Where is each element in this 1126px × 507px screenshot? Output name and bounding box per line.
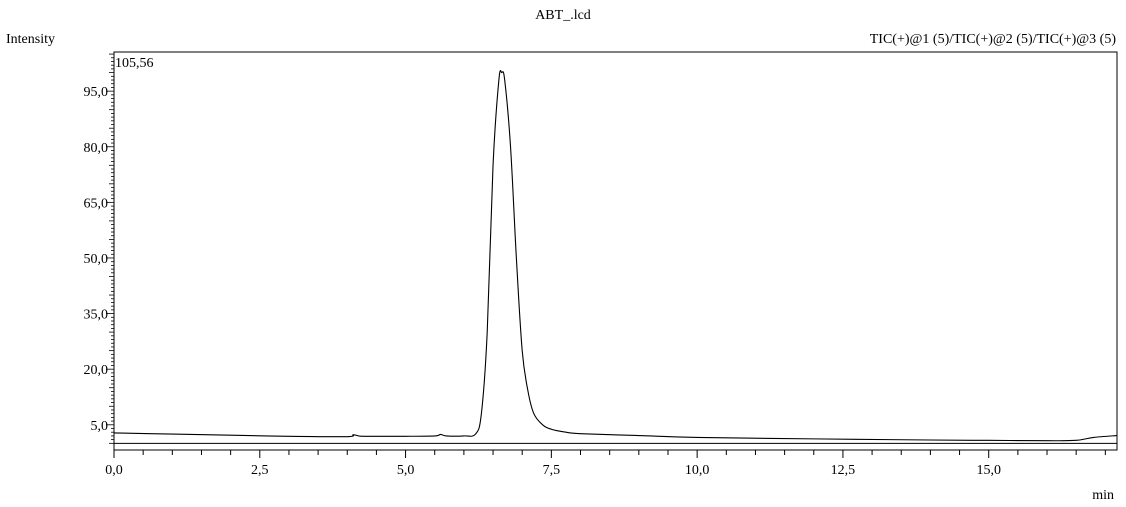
x-tick-label: 5,0 [397,463,415,478]
x-ticks: 0,0 2,5 5,0 7,5 10,0 12,5 15,0 [105,450,1106,478]
x-tick-label: 7,5 [543,463,561,478]
y-tick-label: 35,0 [84,308,109,323]
x-tick-label: 0,0 [105,463,123,478]
chart-title: ABT_.lcd [535,8,591,23]
legend-entry: TIC(+)@1 (5)/TIC(+)@2 (5)/TIC(+)@3 (5) [869,32,1116,47]
series-group [113,69,1118,444]
y-tick-label: 95,0 [84,85,109,100]
y-tick-label: 80,0 [84,141,109,156]
x-tick-label: 10,0 [685,463,710,478]
x-axis-label: min [1092,488,1114,503]
y-axis-label: Intensity [6,32,55,47]
x-tick-label: 15,0 [976,463,1001,478]
x-tick-label: 2,5 [251,463,269,478]
y-tick-label: 20,0 [84,363,109,378]
y-tick-label: 5,0 [91,419,109,434]
y-ticks: 5,0 20,0 35,0 50,0 65,0 80,0 95,0 [84,53,114,444]
max-intensity-label: 105,56 [115,56,154,71]
y-tick-label: 65,0 [84,196,109,211]
x-tick-label: 12,5 [831,463,856,478]
y-tick-label: 50,0 [84,252,109,267]
plot-frame [113,51,1118,451]
series-line-tic [113,69,1118,442]
